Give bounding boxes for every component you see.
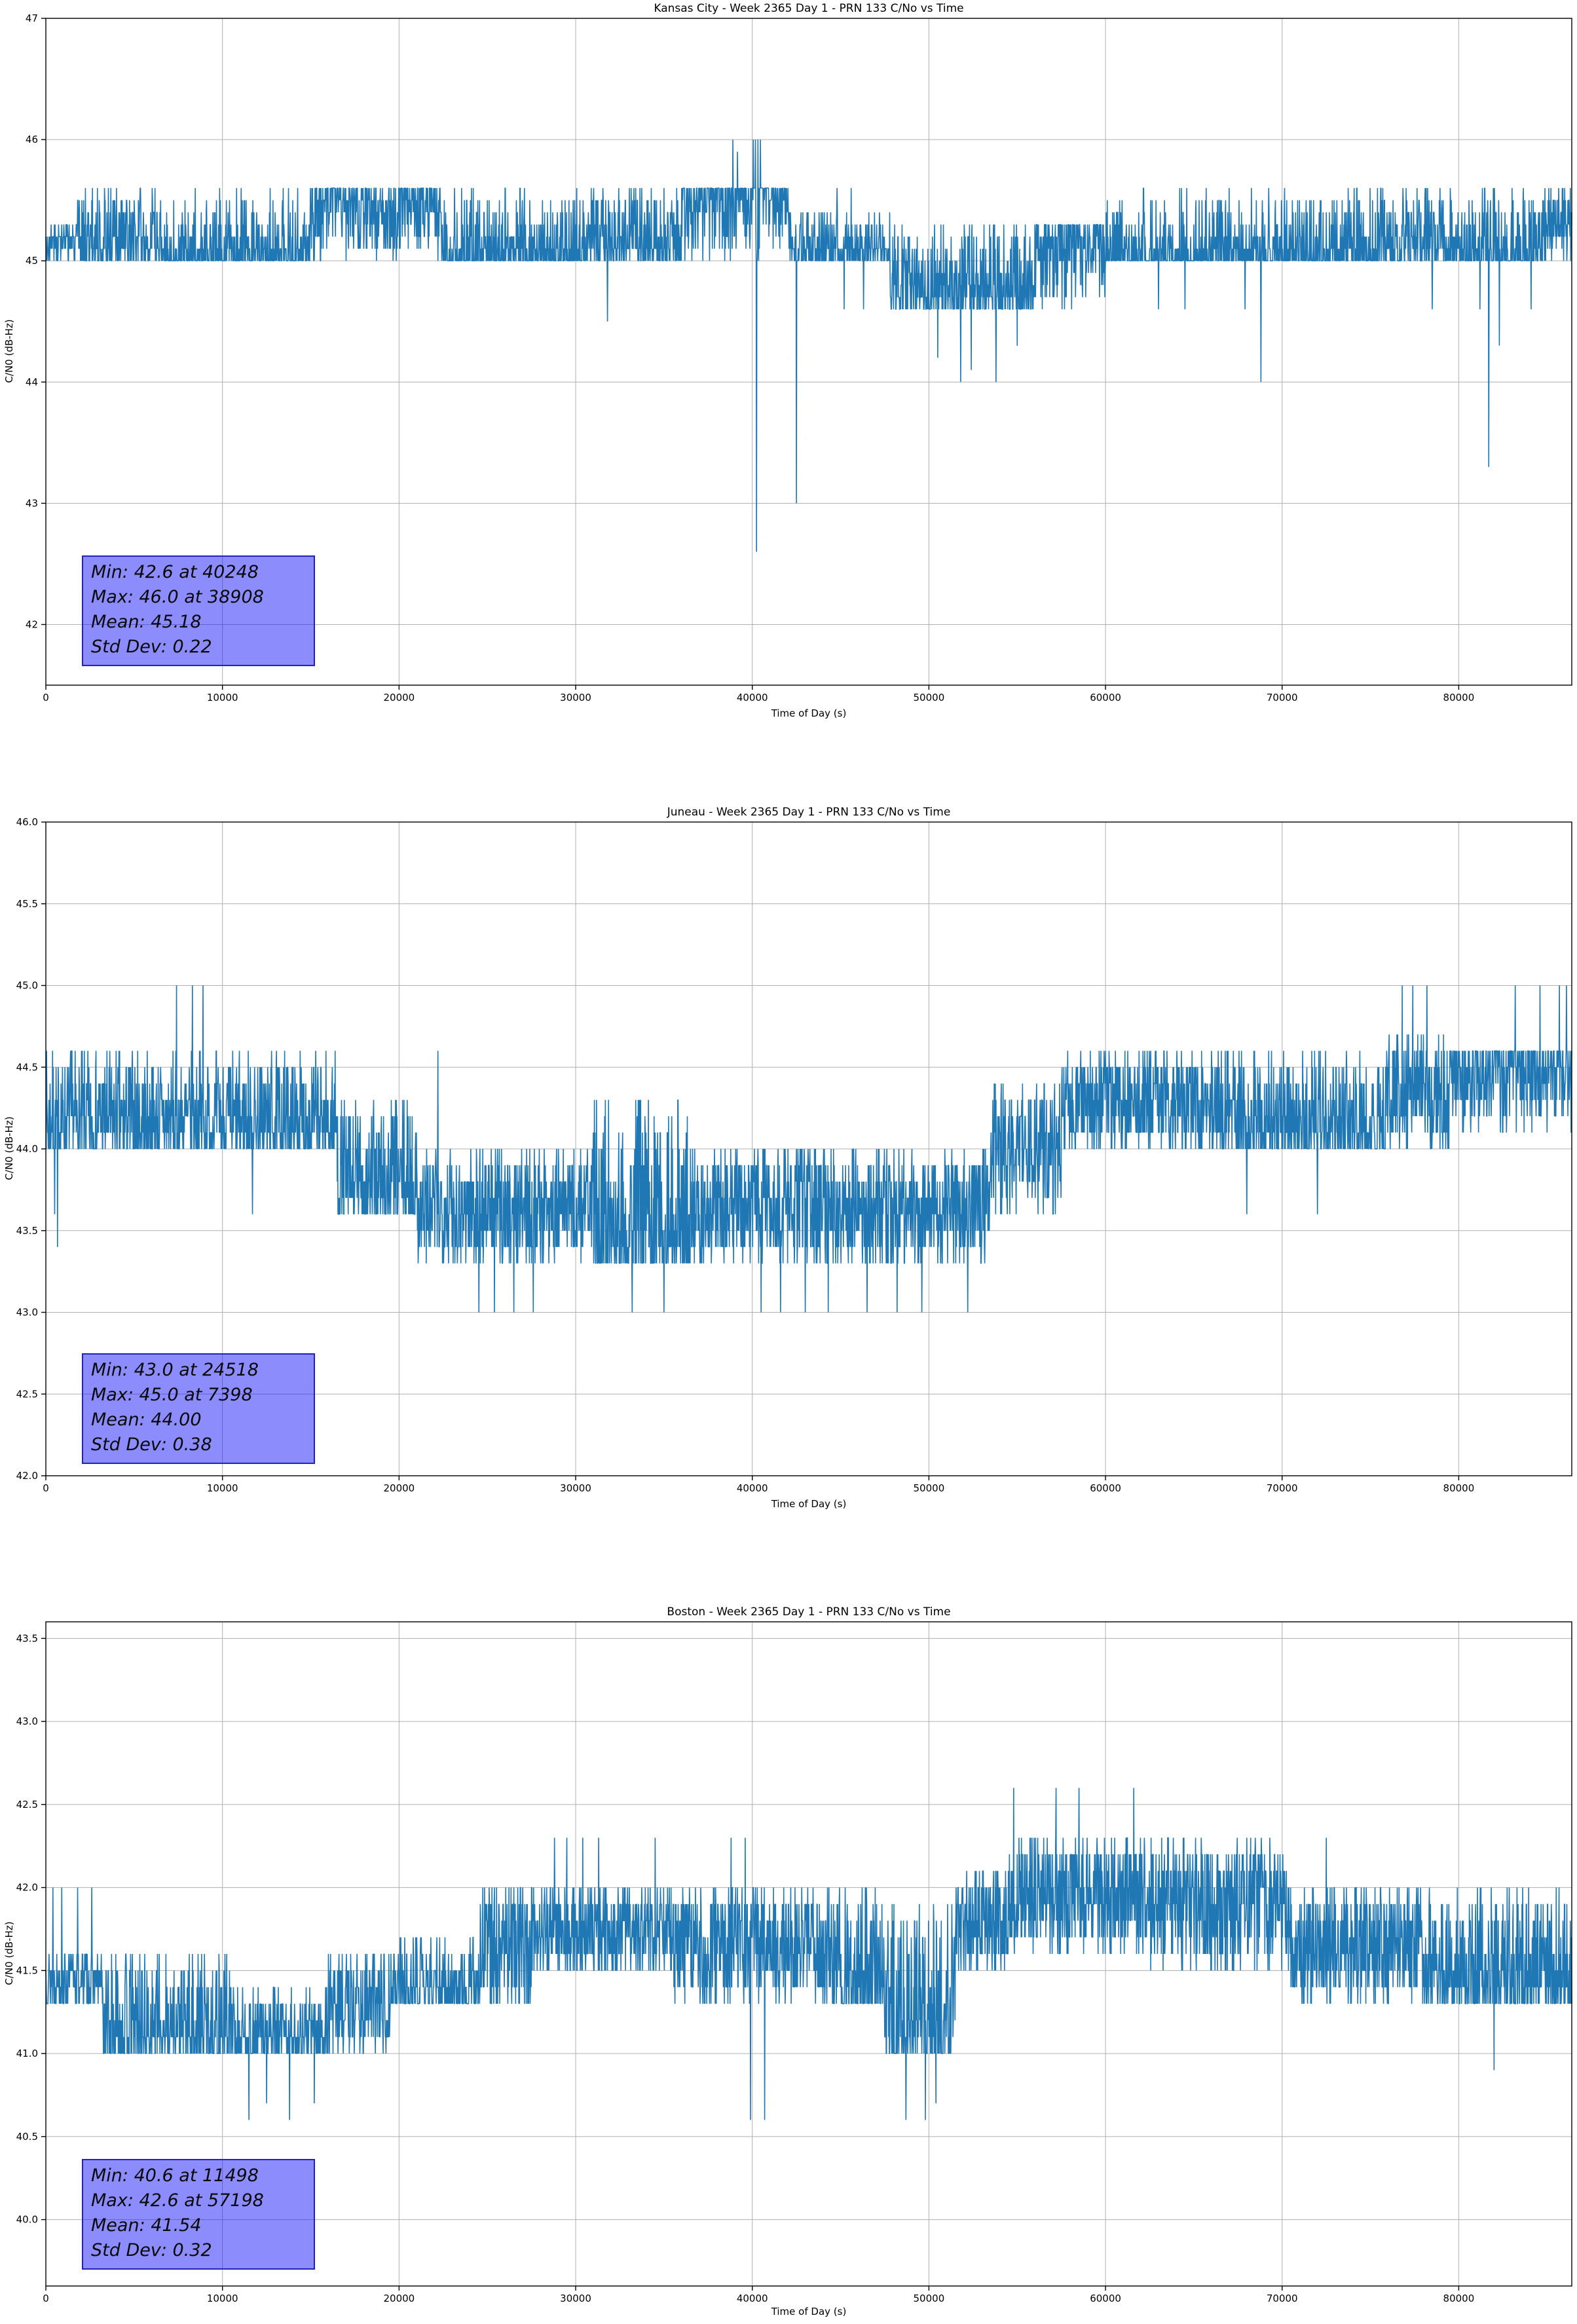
y-tick-label: 42.0 xyxy=(16,1470,38,1482)
y-tick-label: 43.5 xyxy=(16,1225,38,1237)
y-tick-label: 40.0 xyxy=(16,2214,38,2226)
x-tick-label: 50000 xyxy=(914,2293,945,2304)
x-tick-label: 40000 xyxy=(737,2293,768,2304)
x-tick-label: 40000 xyxy=(737,1482,768,1494)
y-tick-label: 43 xyxy=(26,497,38,509)
y-tick-label: 46 xyxy=(26,134,38,145)
x-tick-label: 0 xyxy=(43,2293,49,2304)
x-tick-label: 70000 xyxy=(1267,692,1298,703)
y-tick-label: 44 xyxy=(26,376,38,388)
y-tick-label: 45 xyxy=(26,255,38,267)
x-axis-label: Time of Day (s) xyxy=(771,707,847,719)
x-tick-label: 30000 xyxy=(560,2293,591,2304)
x-tick-label: 50000 xyxy=(914,692,945,703)
chart-2: 0 10000 20000 30000 40000 50000 60000 70000 8000… xyxy=(16,1621,1572,2304)
stats-box: Min: 43.0 at 24518 Max: 45.0 at 7398 Mea… xyxy=(82,1353,315,1464)
stats-max: Max: 46.0 at 38908 xyxy=(91,587,264,607)
chart-1: 0 10000 20000 30000 40000 50000 60000 70000 8000… xyxy=(16,816,1572,1494)
y-tick-label: 41.0 xyxy=(16,2048,38,2059)
chart-title-kansas-city: Kansas City - Week 2365 Day 1 - PRN 133 … xyxy=(654,2,964,15)
x-tick-label: 10000 xyxy=(207,1482,238,1494)
plot-border xyxy=(45,1621,1572,2287)
x-tick-label: 10000 xyxy=(207,692,238,703)
cno-data-line xyxy=(45,985,1572,1313)
stats-stddev: Std Dev: 0.22 xyxy=(91,637,212,657)
y-tick-label: 42.0 xyxy=(16,1882,38,1894)
chart-0: 0 10000 20000 30000 40000 50000 60000 70000 8000… xyxy=(26,12,1572,703)
stats-box: Min: 42.6 at 40248 Max: 46.0 at 38908 Me… xyxy=(82,555,315,666)
stats-mean: Mean: 45.18 xyxy=(91,612,202,632)
y-tick-label: 42 xyxy=(26,618,38,630)
x-tick-label: 60000 xyxy=(1090,692,1121,703)
x-tick-label: 0 xyxy=(43,1482,49,1494)
x-tick-label: 80000 xyxy=(1443,692,1475,703)
y-tick-label: 43.0 xyxy=(16,1715,38,1727)
x-tick-label: 60000 xyxy=(1090,2293,1121,2304)
y-tick-label: 41.5 xyxy=(16,1964,38,1976)
stats-mean: Mean: 41.54 xyxy=(91,2215,202,2236)
stats-stddev: Std Dev: 0.32 xyxy=(91,2240,212,2260)
stats-min: Min: 42.6 at 40248 xyxy=(91,562,259,582)
y-axis-label: C/N0 (dB-Hz) xyxy=(3,1116,15,1180)
x-tick-label: 30000 xyxy=(560,692,591,703)
y-tick-label: 42.5 xyxy=(16,1388,38,1400)
chart-title-juneau: Juneau - Week 2365 Day 1 - PRN 133 C/No … xyxy=(667,806,951,819)
stats-min: Min: 40.6 at 11498 xyxy=(91,2165,259,2186)
x-tick-label: 70000 xyxy=(1267,1482,1298,1494)
x-tick-label: 70000 xyxy=(1267,2293,1298,2304)
x-tick-label: 50000 xyxy=(914,1482,945,1494)
y-tick-label: 43.0 xyxy=(16,1307,38,1319)
x-tick-label: 20000 xyxy=(383,692,415,703)
y-axis-label: C/N0 (dB-Hz) xyxy=(3,319,15,383)
stats-max: Max: 45.0 at 7398 xyxy=(91,1385,253,1405)
stats-min: Min: 43.0 at 24518 xyxy=(91,1360,259,1380)
y-tick-label: 44.5 xyxy=(16,1061,38,1073)
stats-box: Min: 40.6 at 11498 Max: 42.6 at 57198 Me… xyxy=(82,2159,315,2270)
y-tick-label: 45.0 xyxy=(16,980,38,992)
x-tick-label: 80000 xyxy=(1443,2293,1475,2304)
x-axis-label: Time of Day (s) xyxy=(771,1498,847,1510)
x-axis-label: Time of Day (s) xyxy=(771,2306,847,2317)
x-tick-label: 0 xyxy=(43,692,49,703)
cno-data-line xyxy=(45,140,1572,552)
stats-mean: Mean: 44.00 xyxy=(91,1410,202,1430)
x-tick-label: 20000 xyxy=(383,1482,415,1494)
x-tick-label: 10000 xyxy=(207,2293,238,2304)
y-tick-label: 43.5 xyxy=(16,1632,38,1644)
x-tick-label: 20000 xyxy=(383,2293,415,2304)
x-tick-label: 80000 xyxy=(1443,1482,1475,1494)
cno-data-line xyxy=(45,1788,1572,2120)
y-tick-label: 45.5 xyxy=(16,898,38,910)
x-tick-label: 30000 xyxy=(560,1482,591,1494)
y-tick-label: 46.0 xyxy=(16,816,38,828)
stats-max: Max: 42.6 at 57198 xyxy=(91,2190,264,2211)
y-tick-label: 44.0 xyxy=(16,1143,38,1155)
plot-border xyxy=(45,18,1572,686)
y-tick-label: 42.5 xyxy=(16,1799,38,1810)
y-tick-label: 47 xyxy=(26,12,38,24)
x-tick-label: 40000 xyxy=(737,692,768,703)
chart-title-boston: Boston - Week 2365 Day 1 - PRN 133 C/No … xyxy=(667,1605,951,1619)
y-axis-label: C/N0 (dB-Hz) xyxy=(3,1921,15,1985)
stats-stddev: Std Dev: 0.38 xyxy=(91,1434,212,1455)
y-tick-label: 40.5 xyxy=(16,2131,38,2143)
x-tick-label: 60000 xyxy=(1090,1482,1121,1494)
